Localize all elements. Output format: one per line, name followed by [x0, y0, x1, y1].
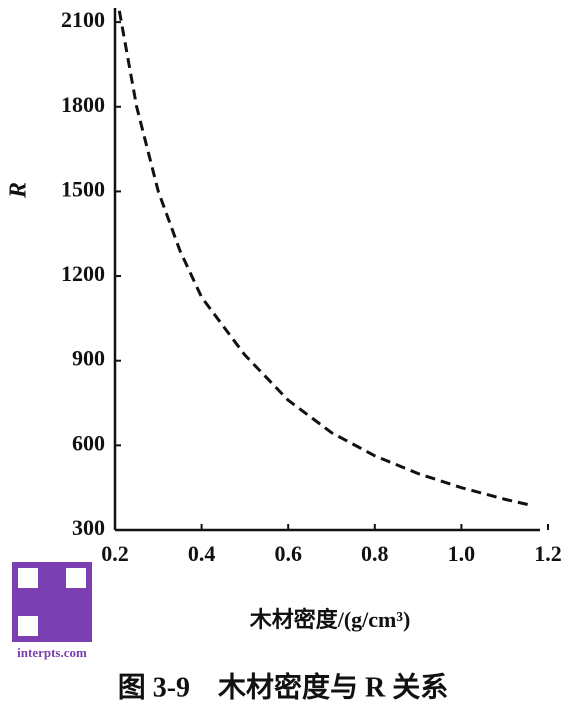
x-tick-label: 1.2 [534, 541, 562, 566]
data-line [117, 10, 532, 507]
x-tick-label: 0.4 [188, 541, 216, 566]
y-tick-label: 2100 [61, 7, 105, 32]
x-axis-label: 木材密度/(g/cm³) [249, 607, 411, 632]
y-tick-label: 900 [72, 346, 105, 371]
y-tick-label: 1800 [61, 92, 105, 117]
x-tick-label: 0.6 [274, 541, 302, 566]
y-tick-label: 1200 [61, 261, 105, 286]
qr-corner [66, 568, 86, 588]
x-tick-label: 0.8 [361, 541, 389, 566]
qr-corner [18, 568, 38, 588]
y-axis-label: R [6, 182, 32, 199]
x-tick-label: 0.2 [101, 541, 129, 566]
qr-icon [12, 562, 92, 642]
x-tick-label: 1.0 [448, 541, 476, 566]
y-tick-label: 1500 [61, 176, 105, 201]
qr-corner [18, 616, 38, 636]
y-tick-label: 300 [72, 515, 105, 540]
watermark: interpts.com [17, 645, 87, 660]
y-tick-label: 600 [72, 430, 105, 455]
caption: 图 3-9 木材密度与 R 关系 [118, 670, 449, 703]
